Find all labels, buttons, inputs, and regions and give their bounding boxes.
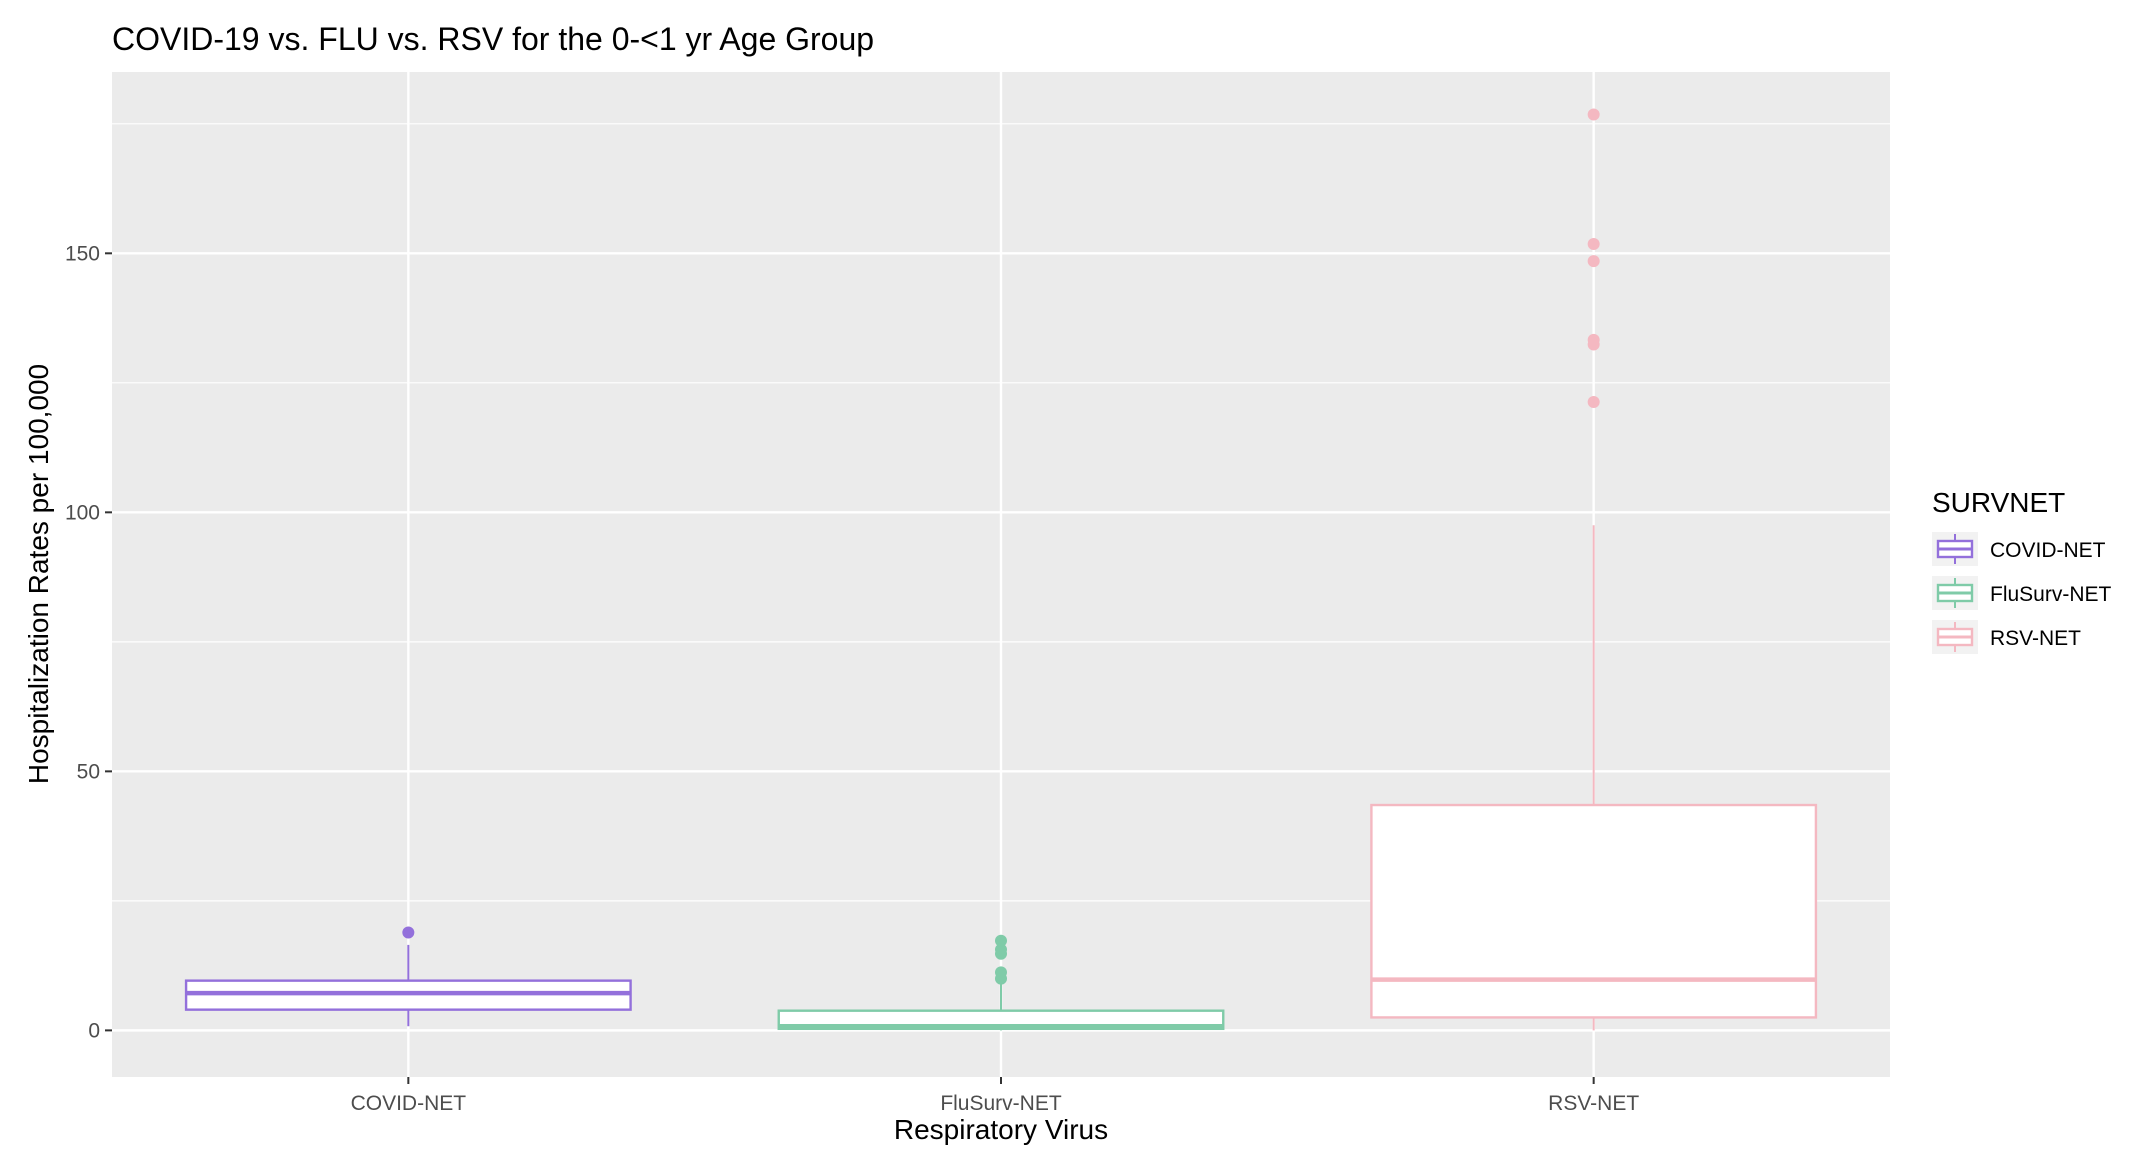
outlier-point — [1587, 237, 1600, 250]
y-tick-label: 0 — [88, 1019, 100, 1042]
outlier-point — [1587, 108, 1600, 121]
outlier-point — [1587, 395, 1600, 408]
outlier-point — [995, 966, 1007, 979]
outlier-point — [1587, 255, 1600, 268]
legend-label: COVID-NET — [1990, 539, 2106, 562]
box — [1370, 803, 1818, 1019]
outlier-point — [1587, 333, 1600, 346]
y-axis: 0 50 100 150 — [65, 242, 112, 1042]
outlier-point — [995, 943, 1007, 956]
y-tick-label: 50 — [77, 760, 100, 783]
x-tick-label: RSV-NET — [1548, 1092, 1639, 1115]
outlier-point — [402, 926, 415, 939]
legend-label: FluSurv-NET — [1990, 583, 2112, 606]
x-tick-label: FluSurv-NET — [940, 1092, 1062, 1115]
x-tick-label: COVID-NET — [351, 1092, 467, 1115]
x-axis: COVID-NET FluSurv-NET RSV-NET — [351, 1077, 1639, 1115]
y-axis-title: Hospitalization Rates per 100,000 — [23, 364, 54, 784]
y-tick-label: 150 — [65, 242, 100, 265]
chart-title: COVID-19 vs. FLU vs. RSV for the 0-<1 yr… — [112, 21, 874, 57]
box-group — [777, 934, 1225, 1031]
legend-label: RSV-NET — [1990, 627, 2081, 650]
y-tick-label: 100 — [65, 501, 100, 524]
legend-title: SURVNET — [1932, 487, 2065, 518]
legend: SURVNET COVID-NET FluSurv-NET RSV-NET — [1932, 487, 2112, 654]
outlier-point — [995, 934, 1007, 947]
boxplots — [184, 108, 1818, 1031]
x-axis-title: Respiratory Virus — [894, 1114, 1108, 1145]
box-group — [184, 926, 632, 1027]
box-group — [1370, 108, 1818, 1031]
